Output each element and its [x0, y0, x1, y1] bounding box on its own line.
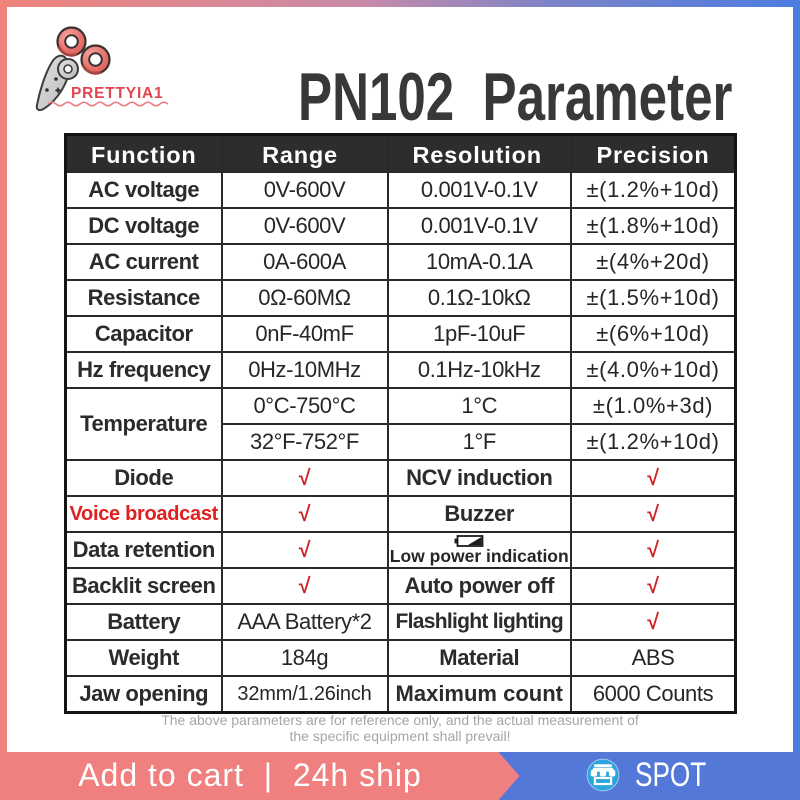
- svg-text:PRETTYIA1: PRETTYIA1: [71, 85, 163, 102]
